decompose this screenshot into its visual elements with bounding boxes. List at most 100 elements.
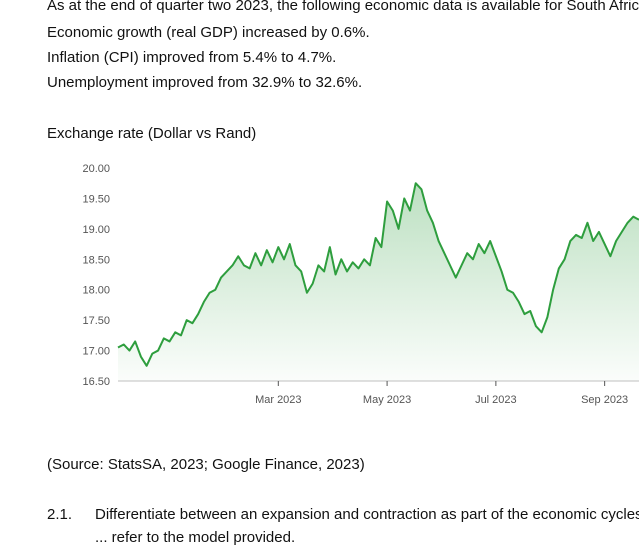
data-point xyxy=(288,243,291,246)
data-point xyxy=(483,252,486,255)
data-point xyxy=(500,270,503,273)
data-point xyxy=(540,331,543,334)
question-text: Differentiate between an expansion and c… xyxy=(95,506,639,523)
data-point xyxy=(420,188,423,191)
data-point xyxy=(523,313,526,316)
data-point xyxy=(603,243,606,246)
x-tick-label: May 2023 xyxy=(363,394,411,406)
data-point xyxy=(546,316,549,319)
data-point xyxy=(191,322,194,325)
data-point xyxy=(575,233,578,236)
data-point xyxy=(151,352,154,355)
data-point xyxy=(208,291,211,294)
data-point xyxy=(363,258,366,261)
data-point xyxy=(380,246,383,249)
data-point xyxy=(615,240,618,243)
x-tick-label: Sep 2023 xyxy=(581,394,628,406)
data-point xyxy=(185,319,188,322)
data-point xyxy=(346,270,349,273)
data-point xyxy=(374,236,377,239)
data-point xyxy=(214,288,217,291)
data-point xyxy=(552,288,555,291)
data-point xyxy=(414,182,417,185)
data-point xyxy=(586,221,589,224)
data-point xyxy=(265,249,268,252)
data-point xyxy=(277,246,280,249)
data-point xyxy=(145,364,148,367)
data-point xyxy=(334,273,337,276)
data-point xyxy=(202,300,205,303)
data-point xyxy=(460,264,463,267)
data-point xyxy=(368,264,371,267)
data-point xyxy=(592,240,595,243)
data-point xyxy=(580,236,583,239)
data-point xyxy=(311,282,314,285)
data-point xyxy=(620,230,623,233)
data-point xyxy=(305,291,308,294)
question-continuation: ... refer to the model provided. xyxy=(95,529,295,546)
data-point xyxy=(397,227,400,230)
data-point xyxy=(391,209,394,212)
data-point xyxy=(220,276,223,279)
data-point xyxy=(494,255,497,258)
data-point xyxy=(408,209,411,212)
source-citation: (Source: StatsSA, 2023; Google Finance, … xyxy=(47,456,365,474)
data-point xyxy=(443,252,446,255)
data-point xyxy=(506,288,509,291)
data-point xyxy=(449,264,452,267)
data-point xyxy=(317,264,320,267)
data-point xyxy=(351,261,354,264)
data-point xyxy=(117,346,120,349)
y-tick-label: 18.00 xyxy=(82,285,110,297)
data-point xyxy=(471,258,474,261)
intro-line-1: As at the end of quarter two 2023, the f… xyxy=(47,0,639,15)
data-point xyxy=(294,264,297,267)
question-number: 2.1. xyxy=(47,506,72,523)
data-point xyxy=(231,264,234,267)
y-tick-label: 17.00 xyxy=(82,346,110,358)
data-point xyxy=(323,270,326,273)
data-point xyxy=(632,215,635,218)
data-point xyxy=(626,221,629,224)
intro-line-cpi: Inflation (CPI) improved from 5.4% to 4.… xyxy=(47,49,336,67)
data-point xyxy=(431,221,434,224)
y-tick-label: 18.50 xyxy=(82,254,110,266)
chart-title: Exchange rate (Dollar vs Rand) xyxy=(47,125,256,143)
data-point xyxy=(569,240,572,243)
data-point xyxy=(403,197,406,200)
intro-line-unemployment: Unemployment improved from 32.9% to 32.6… xyxy=(47,74,362,92)
data-point xyxy=(139,355,142,358)
x-tick-label: Jul 2023 xyxy=(475,394,517,406)
data-point xyxy=(609,255,612,258)
data-point xyxy=(437,240,440,243)
data-point xyxy=(512,291,515,294)
data-point xyxy=(466,252,469,255)
data-point xyxy=(563,258,566,261)
data-point xyxy=(529,310,532,313)
x-tick-label: Mar 2023 xyxy=(255,394,301,406)
y-tick-label: 16.50 xyxy=(82,376,110,388)
data-point xyxy=(489,240,492,243)
y-tick-label: 20.00 xyxy=(82,163,110,175)
data-point xyxy=(283,258,286,261)
data-point xyxy=(300,270,303,273)
data-point xyxy=(174,331,177,334)
data-point xyxy=(517,300,520,303)
data-point xyxy=(197,313,200,316)
data-point xyxy=(242,264,245,267)
data-point xyxy=(122,343,125,346)
data-point xyxy=(260,264,263,267)
area-fill xyxy=(118,183,639,381)
intro-line-gdp: Economic growth (real GDP) increased by … xyxy=(47,24,370,42)
data-point xyxy=(426,209,429,212)
data-point xyxy=(271,261,274,264)
exchange-rate-chart: 20.0019.5019.0018.5018.0017.5017.0016.50… xyxy=(0,150,639,415)
data-point xyxy=(128,349,131,352)
data-point xyxy=(557,267,560,270)
data-point xyxy=(357,267,360,270)
y-tick-label: 19.50 xyxy=(82,193,110,205)
data-point xyxy=(254,252,257,255)
data-point xyxy=(454,276,457,279)
data-point xyxy=(597,230,600,233)
data-point xyxy=(386,200,389,203)
